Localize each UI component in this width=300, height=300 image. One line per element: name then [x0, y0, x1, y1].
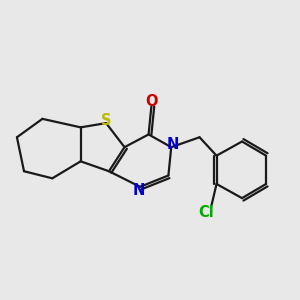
- Text: N: N: [167, 137, 179, 152]
- Text: S: S: [101, 113, 111, 128]
- Text: Cl: Cl: [199, 205, 214, 220]
- Text: O: O: [145, 94, 158, 110]
- Text: N: N: [133, 183, 145, 198]
